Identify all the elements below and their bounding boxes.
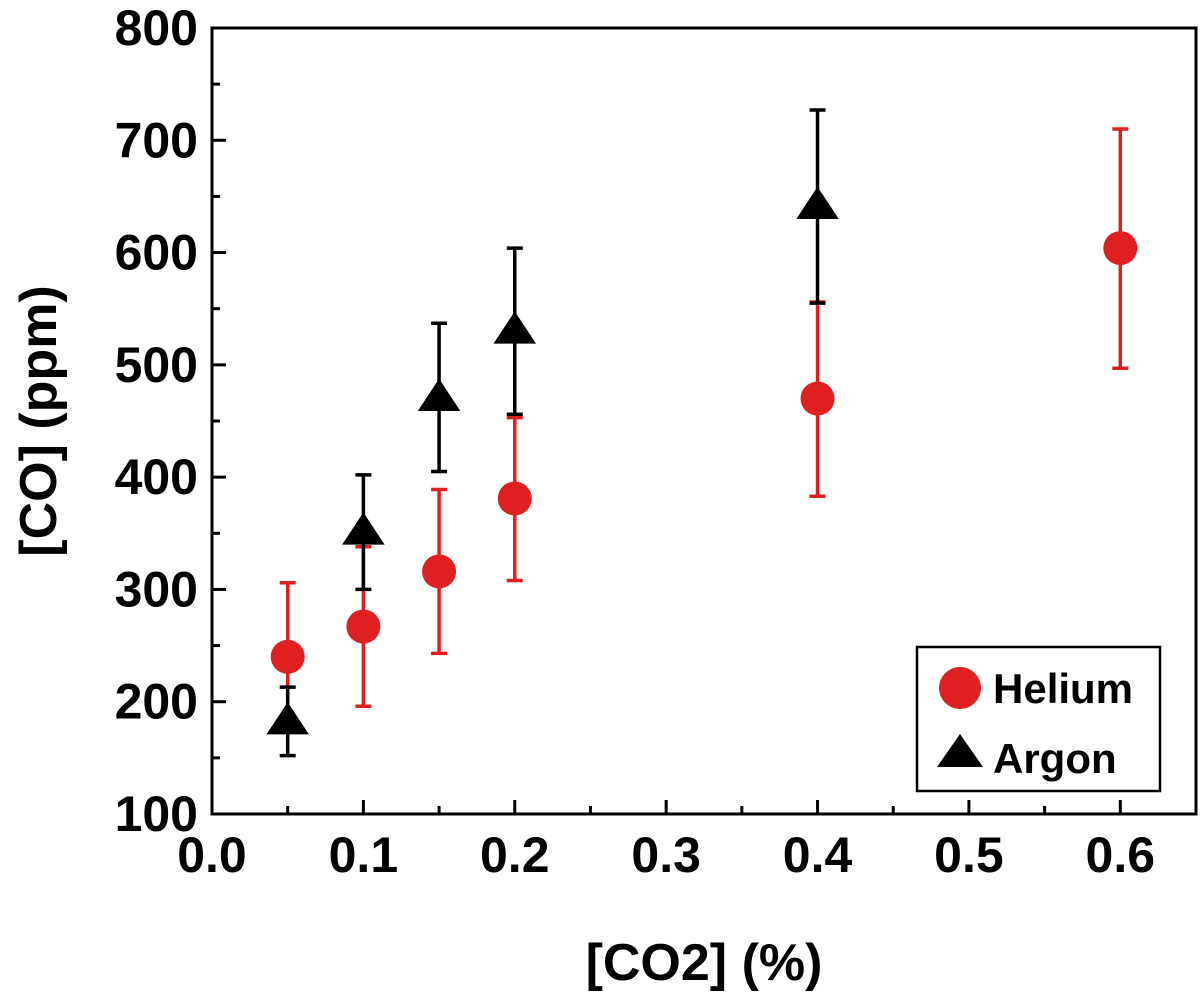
- x-axis-ticks: 0.0 0.1 0.2 0.3 0.4 0.5 0.6: [177, 800, 1155, 883]
- y-axis-ticks: 100 200 300 400 500 600 700 800: [115, 0, 226, 842]
- x-tick-label: 0.1: [329, 827, 399, 883]
- y-tick-label: 100: [115, 786, 198, 842]
- legend-marker-argon: [937, 734, 983, 767]
- x-axis-title: [CO2] (%): [586, 934, 823, 992]
- x-tick-label: 0.6: [1086, 827, 1156, 883]
- y-tick-label: 200: [115, 674, 198, 730]
- legend-marker-helium: [939, 667, 981, 709]
- series-layer: [266, 108, 1138, 758]
- x-tick-label: 0.3: [631, 827, 701, 883]
- x-tick-label: 0.0: [177, 827, 247, 883]
- y-tick-label: 800: [115, 0, 198, 56]
- legend: Helium Argon: [915, 645, 1162, 793]
- legend-label-helium: Helium: [993, 665, 1133, 712]
- y-tick-label: 500: [115, 337, 198, 393]
- data-point-helium: [346, 609, 381, 644]
- data-point-argon: [417, 378, 461, 412]
- data-point-argon: [266, 702, 309, 735]
- y-tick-label: 400: [115, 449, 198, 505]
- data-point-helium: [1103, 231, 1138, 266]
- x-tick-label: 0.2: [480, 827, 550, 883]
- data-point-helium: [270, 639, 305, 674]
- data-point-helium: [800, 381, 835, 416]
- data-point-helium: [422, 554, 457, 589]
- data-point-argon: [493, 311, 537, 344]
- legend-label-argon: Argon: [993, 735, 1117, 782]
- data-point-helium: [497, 481, 532, 516]
- y-tick-label: 600: [115, 225, 198, 281]
- x-tick-label: 0.5: [934, 827, 1004, 883]
- series-argon: [266, 108, 839, 758]
- data-point-argon: [796, 186, 839, 220]
- y-tick-label: 300: [115, 561, 198, 617]
- x-tick-label: 0.4: [783, 827, 853, 883]
- y-axis-title: [CO] (ppm): [10, 285, 68, 556]
- data-point-argon: [342, 512, 385, 545]
- series-helium: [270, 127, 1138, 732]
- y-tick-label: 700: [115, 112, 198, 168]
